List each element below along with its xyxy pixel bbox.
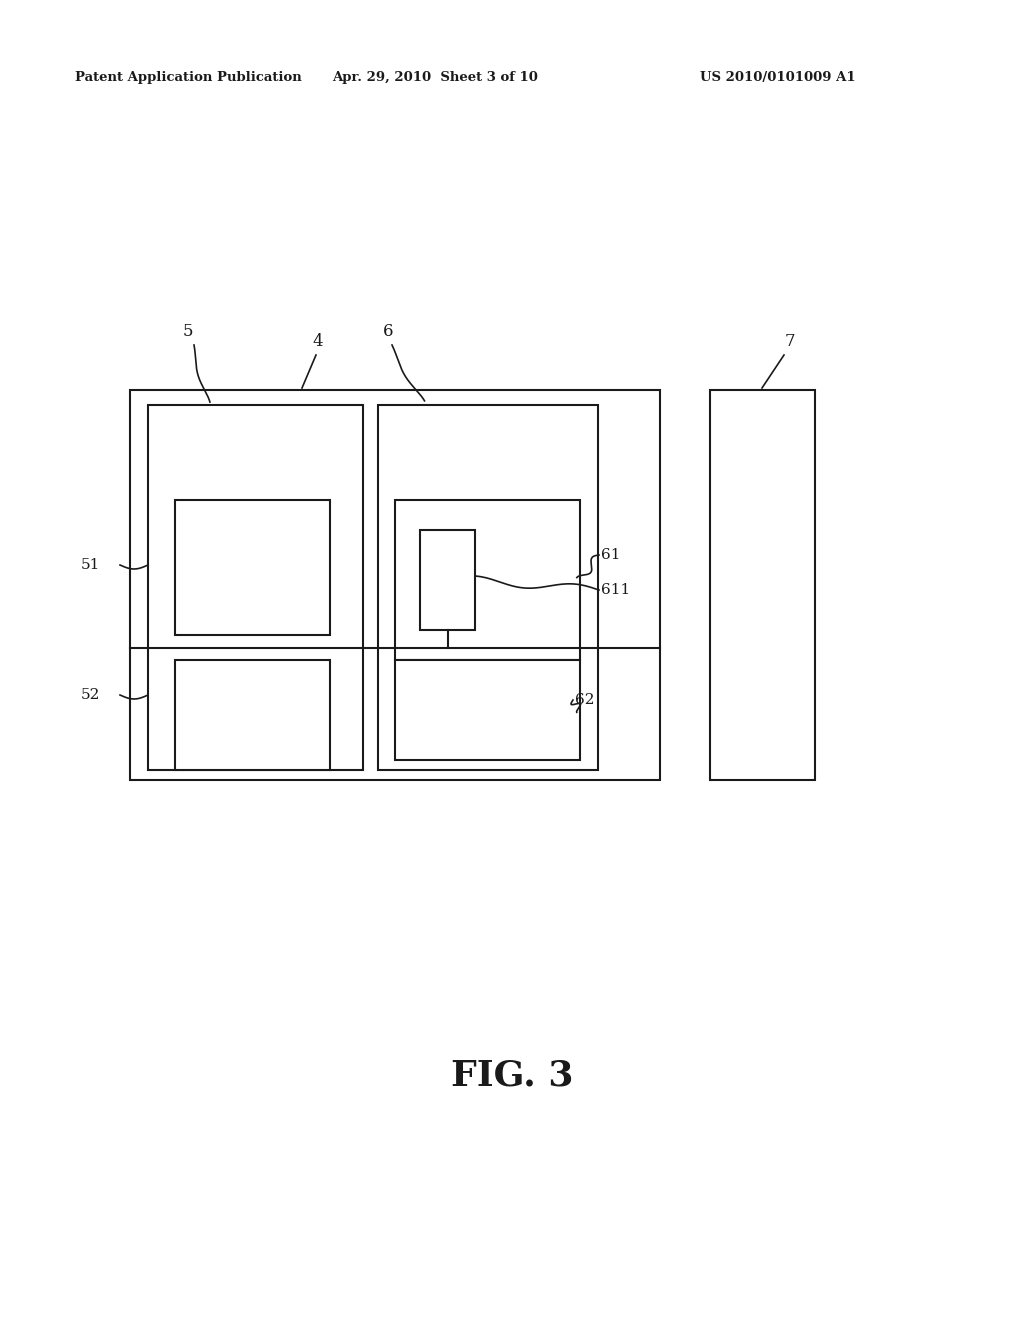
Bar: [420, 531, 475, 630]
Text: Apr. 29, 2010  Sheet 3 of 10: Apr. 29, 2010 Sheet 3 of 10: [332, 71, 538, 84]
Bar: [175, 660, 330, 770]
Text: US 2010/0101009 A1: US 2010/0101009 A1: [700, 71, 856, 84]
Text: 62: 62: [575, 693, 595, 708]
Text: FIG. 3: FIG. 3: [451, 1059, 573, 1092]
Text: 5: 5: [182, 323, 194, 341]
Text: 6: 6: [383, 323, 393, 341]
Bar: [148, 405, 362, 770]
Bar: [130, 389, 660, 780]
Bar: [395, 660, 580, 760]
Bar: [710, 389, 815, 780]
Text: 51: 51: [81, 558, 100, 572]
Bar: [378, 405, 598, 770]
Text: Patent Application Publication: Patent Application Publication: [75, 71, 302, 84]
Text: 7: 7: [784, 334, 796, 351]
Bar: [395, 500, 580, 660]
Text: 61: 61: [601, 548, 621, 562]
Text: 611: 611: [601, 583, 630, 597]
Text: 52: 52: [81, 688, 100, 702]
Text: 4: 4: [312, 334, 324, 351]
Bar: [175, 500, 330, 635]
